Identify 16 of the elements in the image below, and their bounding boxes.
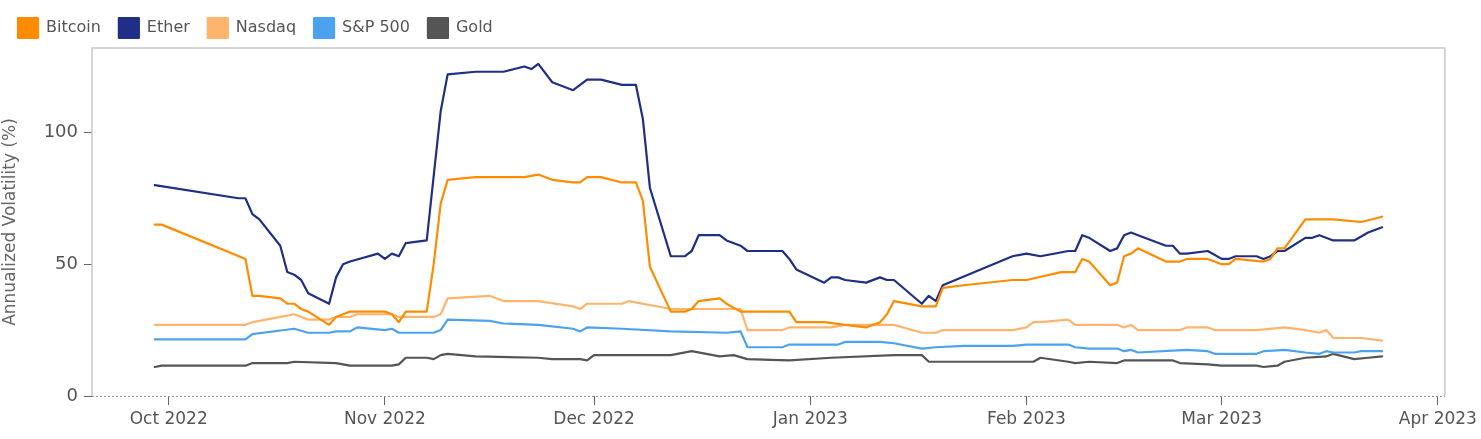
x-tick-label: Jan 2023 — [771, 407, 848, 428]
y-tick-label: 0 — [66, 383, 78, 405]
x-tick-label: Feb 2023 — [987, 407, 1066, 428]
legend-label: Bitcoin — [46, 17, 101, 37]
x-tick-label: Dec 2022 — [553, 407, 635, 428]
y-tick-label: 100 — [43, 120, 78, 142]
legend-label: Gold — [455, 17, 493, 37]
y-axis-title: Annualized Volatility (%) — [0, 118, 19, 326]
legend-label: Nasdaq — [235, 17, 297, 37]
x-tick-label: Oct 2022 — [129, 407, 208, 428]
legend-label: Ether — [146, 17, 191, 37]
x-tick-label: Nov 2022 — [343, 407, 426, 428]
legend-label: S&P 500 — [342, 17, 410, 37]
x-tick-label: Mar 2023 — [1181, 407, 1263, 428]
y-tick-label: 50 — [55, 251, 78, 273]
x-tick-label: Apr 2023 — [1398, 407, 1477, 428]
